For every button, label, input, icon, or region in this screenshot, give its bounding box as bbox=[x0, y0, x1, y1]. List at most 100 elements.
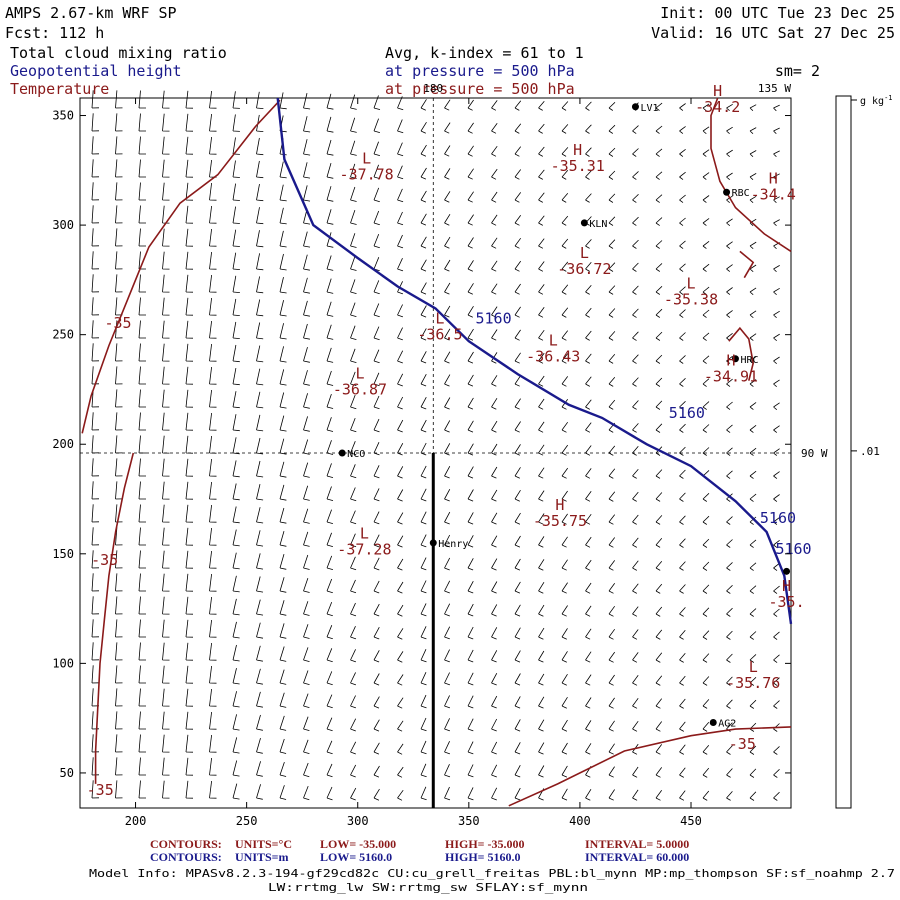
y-tick-label: 250 bbox=[52, 328, 74, 342]
forecast-hour: Fcst: 112 h bbox=[5, 24, 104, 42]
extremum-type: H bbox=[782, 577, 791, 595]
colorbar: .01 g kg-1 bbox=[835, 94, 893, 809]
station-marker bbox=[709, 719, 717, 727]
extremum-type: H bbox=[573, 141, 582, 159]
station-marker bbox=[580, 219, 588, 227]
extremum-type: L bbox=[687, 275, 696, 293]
extremum-value: -36.5 bbox=[417, 326, 462, 344]
extremum-value: -35.76 bbox=[726, 674, 780, 692]
height-contour-label: 5160 bbox=[669, 404, 705, 422]
smoothing-label: sm= 2 bbox=[775, 62, 820, 80]
x-tick-label: 200 bbox=[125, 814, 147, 828]
model-info-line1: Model Info: MPASv8.2.3-194-gf29cd82c CU:… bbox=[89, 867, 895, 880]
extremum-value: -36.43 bbox=[526, 348, 580, 366]
extremum-type: L bbox=[549, 332, 558, 350]
station-label: HRC bbox=[740, 355, 758, 366]
x-tick-label: 350 bbox=[458, 814, 480, 828]
station-marker bbox=[723, 188, 731, 196]
lon-label-180: 180 bbox=[423, 82, 443, 95]
y-tick-label: 50 bbox=[60, 766, 74, 780]
height-contours-label: CONTOURS: bbox=[150, 850, 222, 864]
header: AMPS 2.67-km WRF SP Fcst: 112 h Init: 00… bbox=[5, 4, 895, 98]
extremum-type: H bbox=[769, 169, 778, 187]
temperature-contours bbox=[81, 97, 792, 807]
extremum-type: L bbox=[355, 364, 364, 382]
temp-contours-units: UNITS=°C bbox=[235, 837, 292, 851]
extremum-type: L bbox=[435, 310, 444, 328]
extremum-type: L bbox=[749, 658, 758, 676]
x-tick-label: 250 bbox=[236, 814, 258, 828]
extremum-type: H bbox=[555, 496, 564, 514]
temperature-contour bbox=[81, 99, 281, 434]
colorbar-box bbox=[835, 95, 852, 809]
valid-time: Valid: 16 UTC Sat 27 Dec 25 bbox=[651, 24, 895, 42]
colorbar-tick-label: .01 bbox=[860, 445, 880, 458]
station-label: Henry bbox=[438, 539, 468, 550]
lon-label-90w: 90 W bbox=[801, 447, 828, 460]
height-contours-high: HIGH= 5160.0 bbox=[445, 850, 521, 864]
stations: KLN RBC HRC NCO Henry AG2 LV1 bbox=[338, 103, 791, 730]
extremum-value: -35.75 bbox=[533, 512, 587, 530]
pressure-level-temperature: at pressure = 500 hPa bbox=[385, 80, 575, 98]
y-tick-label: 150 bbox=[52, 547, 74, 561]
height-contour-label: 5160 bbox=[475, 310, 511, 328]
extremum-value: -36.87 bbox=[333, 380, 387, 398]
station-marker bbox=[631, 103, 639, 111]
height-contours-units: UNITS=m bbox=[235, 850, 289, 864]
station-label: NCO bbox=[347, 449, 365, 460]
height-contour-label: 5160 bbox=[775, 540, 811, 558]
axes: 200 250 300 350 400 450 50 100 150 200 250 300 350 bbox=[52, 98, 791, 828]
model-title: AMPS 2.67-km WRF SP bbox=[5, 4, 177, 22]
temp-contours-high: HIGH= -35.000 bbox=[445, 837, 525, 851]
init-time: Init: 00 UTC Tue 23 Dec 25 bbox=[660, 4, 895, 22]
station-label: KLN bbox=[589, 219, 607, 230]
height-contours-interval: INTERVAL= 60.000 bbox=[585, 850, 689, 864]
field-temperature: Temperature bbox=[10, 80, 109, 98]
temperature-contour bbox=[508, 726, 792, 807]
station-label: AG2 bbox=[718, 719, 736, 730]
field-geopotential: Geopotential height bbox=[10, 62, 182, 80]
height-contour-5160 bbox=[276, 97, 793, 625]
avg-k-index: Avg, k-index = 61 to 1 bbox=[385, 44, 584, 62]
extremum-type: L bbox=[580, 244, 589, 262]
temperature-contour bbox=[94, 452, 135, 784]
footer-contour-info: CONTOURS: UNITS=°C LOW= -35.000 HIGH= -3… bbox=[150, 837, 689, 864]
station-marker bbox=[783, 567, 791, 575]
x-tick-label: 450 bbox=[680, 814, 702, 828]
extremum-value: -35.31 bbox=[551, 157, 605, 175]
extremum-type: L bbox=[360, 524, 369, 542]
extremum-type: H bbox=[726, 351, 735, 369]
pressure-level-height: at pressure = 500 hPa bbox=[385, 62, 575, 80]
extremum-value: -35. bbox=[768, 593, 804, 611]
extremum-value: -34.2 bbox=[695, 98, 740, 116]
colorbar-unit: g kg-1 bbox=[860, 94, 893, 107]
temp-contours-low: LOW= -35.000 bbox=[320, 837, 396, 851]
extremum-value: -35.38 bbox=[664, 291, 718, 309]
station-label: LV1 bbox=[640, 103, 658, 114]
x-tick-label: 400 bbox=[569, 814, 591, 828]
extremum-value: -36.72 bbox=[557, 260, 611, 278]
temp-contours-interval: INTERVAL= 5.0000 bbox=[585, 837, 689, 851]
height-contours-low: LOW= 5160.0 bbox=[320, 850, 392, 864]
height-contours bbox=[276, 97, 793, 625]
station-marker bbox=[731, 355, 739, 363]
extremum-type: L bbox=[362, 150, 371, 168]
station-marker bbox=[338, 449, 346, 457]
contour-labels: -35 -35 -35 -35 5160 5160 5160 5160 bbox=[87, 310, 812, 799]
extremum-value: -34.91 bbox=[704, 367, 758, 385]
temperature-extrema: L-37.78H-35.31H-34.2H-34.4L-36.72L-35.38… bbox=[333, 82, 805, 692]
x-tick-label: 300 bbox=[347, 814, 369, 828]
wind-barb-field bbox=[91, 90, 780, 801]
temperature-contour bbox=[728, 326, 755, 381]
wind-barbs bbox=[91, 90, 780, 801]
lon-label-135w: 135 W bbox=[758, 82, 791, 95]
station-label: RBC bbox=[732, 188, 750, 199]
temperature-contour-label: -35 bbox=[104, 314, 131, 332]
height-contour-label: 5160 bbox=[760, 509, 796, 527]
temperature-contour-label: -35 bbox=[91, 551, 118, 569]
temperature-contour bbox=[739, 250, 755, 279]
temperature-contour-label: -35 bbox=[87, 781, 114, 799]
y-tick-label: 100 bbox=[52, 656, 74, 670]
